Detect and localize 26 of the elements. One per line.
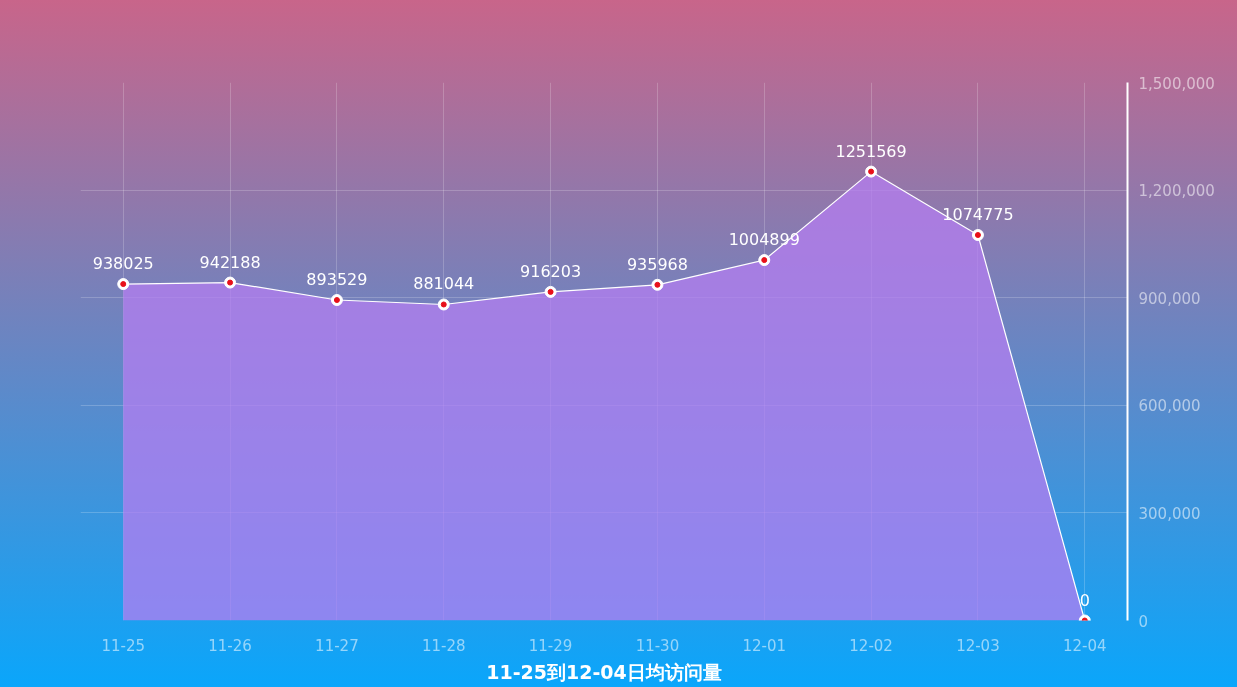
- x-tick-label: 12-04: [1062, 636, 1107, 655]
- x-tick-label: 12-03: [956, 636, 1000, 655]
- x-tick-label: 11-27: [315, 636, 359, 655]
- data-label: 935968: [626, 254, 688, 274]
- y-tick-label: 600,000: [1138, 397, 1201, 416]
- data-label: 916203: [520, 261, 582, 281]
- x-tick-label: 11-29: [528, 636, 573, 655]
- y-tick-label: 1,200,000: [1138, 182, 1215, 201]
- y-tick-label: 0: [1138, 612, 1149, 631]
- data-label: 881044: [413, 274, 475, 294]
- y-tick-label: 900,000: [1138, 289, 1201, 308]
- data-label: 893529: [306, 270, 368, 290]
- x-tick-label: 11-30: [635, 636, 680, 655]
- x-tick-label: 11-25: [101, 636, 146, 655]
- data-label: 1251569: [835, 141, 907, 161]
- data-label: 1074775: [942, 205, 1014, 225]
- data-label: 0: [1079, 590, 1090, 610]
- x-tick-label: 12-02: [849, 636, 893, 655]
- data-label: 938025: [92, 254, 154, 274]
- x-tick-label: 11-26: [208, 636, 252, 655]
- data-label: 942188: [199, 252, 261, 272]
- x-tick-label: 12-01: [742, 636, 787, 655]
- y-tick-label: 300,000: [1138, 504, 1201, 523]
- y-tick-label: 1,500,000: [1138, 74, 1215, 93]
- text: 11-25到12-04日均访问量: [486, 660, 722, 683]
- x-tick-label: 11-28: [421, 636, 466, 655]
